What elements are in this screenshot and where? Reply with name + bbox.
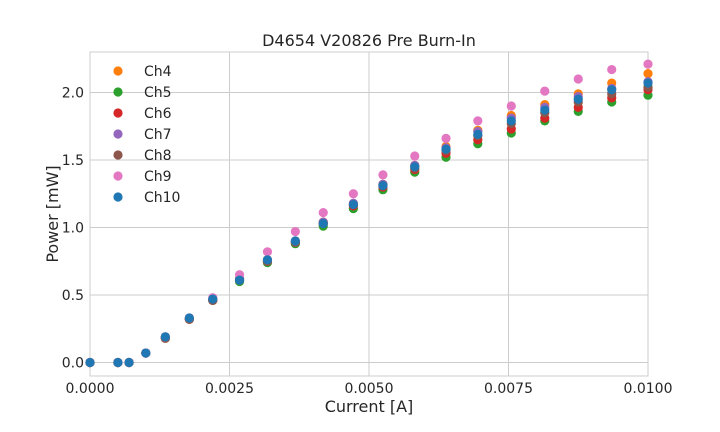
data-point	[378, 181, 388, 191]
data-point	[234, 275, 245, 285]
data-point	[441, 133, 451, 143]
data-point	[208, 294, 218, 304]
y-tick-label: 1.0	[62, 221, 84, 237]
legend-marker	[113, 108, 123, 118]
data-point	[506, 101, 516, 111]
data-point	[473, 129, 483, 139]
data-point	[290, 236, 300, 246]
data-point	[573, 94, 583, 104]
data-point	[441, 144, 451, 154]
data-point	[85, 357, 95, 368]
data-point	[540, 105, 550, 115]
legend-label: Ch4	[144, 64, 172, 80]
legend-label: Ch5	[144, 85, 172, 101]
legend-marker	[113, 129, 123, 139]
y-tick-labels: 0.0 0.5 1.0 1.5 2.0	[62, 86, 84, 372]
x-tick-label: 0.0000	[66, 381, 115, 397]
data-point	[318, 218, 328, 229]
series-ch10	[85, 78, 653, 368]
chart-title: D4654 V20826 Pre Burn-In	[262, 31, 476, 50]
x-tick-label: 0.0100	[624, 381, 673, 397]
y-tick-label: 0.0	[62, 356, 84, 372]
data-point	[607, 85, 617, 95]
legend-marker	[113, 150, 123, 160]
data-point	[378, 170, 388, 180]
data-point	[141, 348, 151, 358]
data-point	[348, 199, 358, 210]
data-point	[184, 313, 194, 323]
data-point	[160, 332, 170, 342]
x-tick-label: 0.0025	[205, 381, 254, 397]
legend-label: Ch7	[144, 127, 172, 143]
x-tick-label: 0.0075	[484, 381, 533, 397]
y-axis-label: Power [mW]	[43, 165, 62, 262]
x-axis-label: Current [A]	[325, 397, 414, 416]
y-tick-label: 2.0	[62, 86, 84, 102]
legend-marker	[113, 87, 123, 97]
legend-label: Ch6	[144, 106, 172, 122]
legend-marker	[113, 192, 123, 202]
data-point	[124, 357, 134, 368]
grid	[89, 52, 649, 376]
x-tick-labels: 0.0000 0.0025 0.0050 0.0075 0.0100	[66, 381, 673, 397]
data-point	[643, 69, 653, 79]
legend: Ch4 Ch5 Ch6 Ch7 Ch8 Ch9 Ch10	[113, 64, 180, 206]
data-point	[473, 116, 483, 126]
y-tick-label: 1.5	[62, 153, 84, 169]
data-point	[262, 247, 273, 257]
data-point	[540, 86, 550, 96]
legend-marker	[113, 171, 123, 181]
plot-frame	[89, 51, 649, 377]
y-tick-label: 0.5	[62, 288, 84, 304]
data-point	[262, 255, 273, 265]
data-point	[348, 189, 358, 199]
data-point	[318, 208, 328, 218]
data-point	[506, 116, 516, 126]
legend-label: Ch8	[144, 148, 172, 164]
data-point	[643, 59, 653, 69]
data-point	[113, 357, 123, 368]
data-point	[607, 64, 617, 75]
legend-label: Ch10	[144, 190, 180, 206]
legend-label: Ch9	[144, 169, 172, 185]
data-points	[85, 59, 653, 368]
legend-marker	[113, 66, 123, 76]
data-point	[410, 162, 420, 172]
data-point	[573, 74, 583, 84]
x-tick-label: 0.0050	[345, 381, 394, 397]
data-point	[290, 226, 300, 237]
data-point	[410, 151, 420, 161]
data-point	[643, 78, 653, 88]
